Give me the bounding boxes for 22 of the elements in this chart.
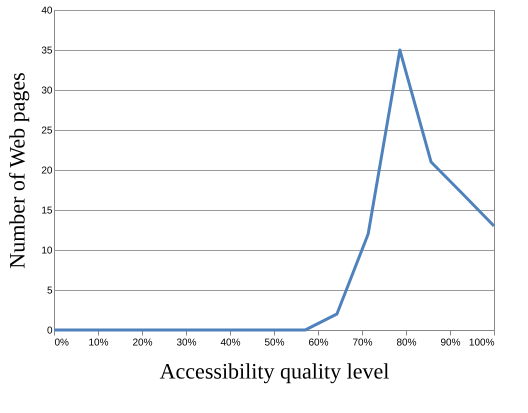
x-tick-label: 10% — [88, 338, 109, 348]
x-tick-label: 50% — [264, 338, 285, 348]
x-tick-label: 100% — [468, 338, 495, 348]
y-tick-label: 20 — [41, 166, 53, 176]
x-tick-label: 80% — [396, 338, 417, 348]
y-tick-label: 15 — [41, 206, 53, 216]
y-tick-label: 5 — [46, 286, 53, 296]
y-tick-label: 30 — [41, 86, 53, 96]
x-axis-title: Accessibility quality level — [160, 358, 390, 384]
x-tick-label: 40% — [220, 338, 241, 348]
y-tick-label: 0 — [46, 326, 53, 336]
x-tick-label: 70% — [352, 338, 373, 348]
y-tick-label: 10 — [41, 246, 53, 256]
x-tick-label: 0% — [54, 338, 70, 348]
x-tick-label: 90% — [440, 338, 461, 348]
x-tick-label: 20% — [132, 338, 153, 348]
y-tick-label: 25 — [41, 126, 53, 136]
y-tick-label: 35 — [41, 46, 53, 56]
y-axis-title: Number of Web pages — [4, 72, 30, 269]
x-tick-label: 60% — [308, 338, 329, 348]
y-tick-label: 40 — [41, 6, 53, 16]
x-tick-label: 30% — [176, 338, 197, 348]
